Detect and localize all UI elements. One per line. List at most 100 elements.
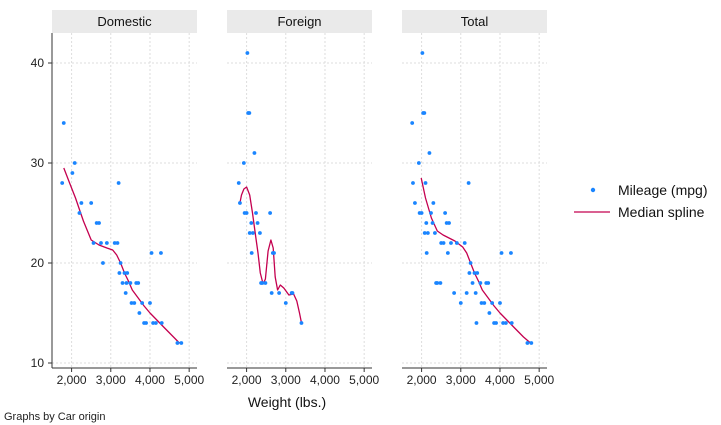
data-point [153,321,158,325]
data-point [473,291,478,295]
data-point [60,181,65,185]
data-point [104,241,109,245]
data-point [431,201,436,205]
data-point [125,271,130,275]
y-tick-label: 20 [31,256,45,270]
data-point [410,121,415,125]
data-point [416,161,421,165]
data-point [124,281,129,285]
x-tick-label: 4,000 [135,373,165,387]
data-point [435,281,440,285]
data-point [472,271,477,275]
data-point [490,301,495,305]
data-point [244,211,249,215]
data-point [263,281,268,285]
data-point [249,251,254,255]
data-point [112,241,117,245]
data-point [443,211,448,215]
by-variable-note: Graphs by Car origin [4,411,106,423]
data-point [120,281,125,285]
data-point [269,291,274,295]
data-point [486,281,491,285]
x-axis-title: Weight (lbs.) [248,394,326,410]
data-point [430,221,435,225]
data-point [136,281,141,285]
data-point [175,341,180,345]
data-point [277,291,282,295]
x-tick-label: 3,000 [271,373,301,387]
data-point [116,181,121,185]
data-point [509,321,514,325]
data-point [250,231,255,235]
data-point [424,251,429,255]
data-point [509,251,513,255]
data-point [91,241,96,245]
data-point [236,181,241,185]
panel-total: Total 2,000 3,000 4,000 5,000 [402,10,555,387]
data-point [132,301,137,305]
data-point [425,231,430,235]
data-point [245,51,250,55]
data-point [272,251,276,255]
y-tick-label: 30 [31,156,45,170]
data-point [79,201,84,205]
data-point [449,241,453,245]
data-point [299,321,304,325]
data-point [128,281,133,285]
data-point [525,341,530,345]
x-tick-label: 5,000 [349,373,379,387]
data-point [467,271,472,275]
data-point [179,341,184,345]
data-point [411,181,415,185]
data-point [482,301,487,305]
data-point [487,311,492,315]
y-tick-label: 40 [31,56,45,70]
data-point [159,251,163,255]
x-tick-label: 4,000 [485,373,515,387]
x-tick-label: 2,000 [57,373,87,387]
data-point [422,231,427,235]
data-point [122,271,127,275]
data-point [137,311,142,315]
x-tick-label: 2,000 [232,373,262,387]
data-point [438,281,443,285]
data-point [148,301,152,305]
data-point [283,301,288,305]
data-point [249,221,254,225]
panels-layer: Domestic 2,000 3,000 4,000 5,000 10 20 30 40 Fore… [31,10,555,387]
data-point [466,181,471,185]
legend-label-points: Mileage (mpg) [618,182,707,198]
data-point [470,281,475,285]
data-point [61,121,66,125]
data-point [478,281,483,285]
data-point [151,321,156,325]
data-point [462,241,467,245]
x-tick-label: 5,000 [524,373,554,387]
data-point [433,231,437,235]
data-point [445,251,450,255]
panel-title: Domestic [97,14,152,29]
legend-point-marker [590,187,596,193]
data-point [144,321,148,325]
legend-label-spline: Median spline [618,204,705,220]
data-point [424,221,429,225]
data-point [529,341,534,345]
data-point [447,221,451,225]
data-point [247,111,252,115]
data-point [238,201,242,205]
data-point [429,211,433,215]
x-tick-label: 2,000 [407,373,437,387]
panel-domestic: Domestic 2,000 3,000 4,000 5,000 10 20 30 40 [31,10,205,387]
data-point [99,241,103,245]
data-point [101,261,105,265]
data-point [454,241,459,245]
data-point [468,261,473,265]
data-point [77,211,82,215]
data-point [479,301,484,305]
data-point [458,301,463,305]
x-tick-label: 4,000 [310,373,340,387]
data-point [427,151,432,155]
data-point [97,221,101,225]
data-point [70,171,75,175]
